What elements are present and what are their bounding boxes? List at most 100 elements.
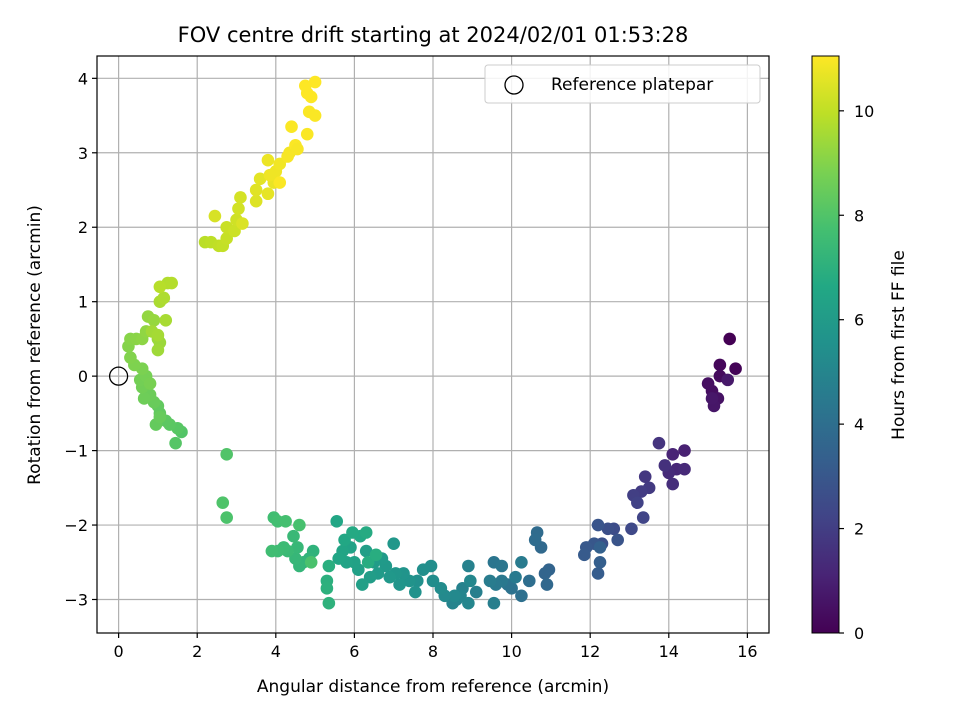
x-tick-label: 0 (114, 642, 124, 661)
colorbar (811, 55, 840, 634)
scatter-point (289, 552, 302, 565)
scatter-point (322, 596, 336, 610)
scatter-point (153, 410, 167, 424)
scatter-point (287, 529, 300, 543)
y-tick-label: 3 (78, 144, 88, 163)
scatter-point (426, 574, 440, 588)
scatter-point (383, 570, 397, 584)
x-tick-label: 6 (349, 642, 359, 661)
colorbar-tick-label: 6 (854, 311, 864, 330)
colorbar-tick-label: 4 (854, 415, 864, 434)
scatter-point (263, 168, 277, 182)
y-axis-label: Rotation from reference (arcmin) (25, 205, 45, 485)
scatter-point (611, 533, 625, 547)
x-axis-label: Angular distance from reference (arcmin) (257, 677, 609, 697)
scatter-point (448, 589, 461, 603)
scatter-point (261, 187, 275, 201)
x-tick-label: 16 (737, 642, 757, 661)
colorbar-label: Hours from first FF file (889, 250, 909, 440)
scatter-point (249, 194, 263, 208)
scatter-point (298, 79, 312, 93)
scatter-point (434, 582, 448, 595)
scatter-point (308, 75, 322, 89)
scatter-point (279, 515, 292, 528)
scatter-point (528, 533, 542, 547)
scatter-point (332, 552, 345, 565)
colorbar-tick-label: 0 (854, 624, 864, 643)
scatter-point (678, 444, 691, 457)
scatter-point (464, 574, 477, 588)
scatter-point (631, 496, 644, 510)
scatter-point (338, 533, 351, 547)
y-tick-label: 2 (78, 218, 88, 237)
scatter-point (625, 522, 638, 536)
scatter-point (322, 559, 336, 573)
scatter-point (273, 176, 287, 189)
scatter-point (487, 596, 501, 610)
scatter-point (393, 578, 406, 591)
scatter-point (515, 589, 528, 603)
scatter-point (153, 280, 167, 294)
y-axis-ticks: −3 −2 −1 0 1 2 3 4 (64, 69, 97, 609)
scatter-point (228, 224, 241, 238)
scatter-point (232, 202, 245, 215)
scatter-point (462, 559, 475, 573)
scatter-point (601, 522, 615, 536)
scatter-point (462, 596, 475, 610)
scatter-point (281, 150, 294, 163)
scatter-point (469, 585, 483, 599)
x-tick-label: 2 (192, 642, 202, 661)
scatter-point (291, 541, 304, 554)
scatter-point (363, 570, 377, 584)
scatter-point (273, 157, 287, 171)
scatter-point (369, 548, 383, 562)
scatter-point (638, 470, 652, 483)
scatter-point (723, 332, 737, 346)
scatter-point (124, 351, 137, 364)
legend-box (484, 64, 761, 104)
scatter-point (159, 314, 173, 327)
scatter-point (495, 559, 509, 573)
scatter-point (355, 578, 369, 591)
scatter-point (705, 392, 719, 405)
scatter-point (591, 518, 605, 532)
scatter-point (249, 183, 263, 197)
scatter-point (304, 555, 318, 569)
colorbar-ticks: 0 2 4 6 8 10 (839, 102, 874, 643)
scatter-point (147, 314, 161, 327)
scatter-point (509, 570, 522, 584)
scatter-point (387, 537, 401, 550)
scatter-point (169, 436, 182, 450)
scatter-point (285, 120, 298, 134)
data-points (122, 75, 742, 610)
scatter-point (416, 563, 430, 577)
scatter-point (359, 544, 373, 558)
scatter-point (220, 232, 233, 245)
scatter-point (300, 127, 314, 141)
scatter-point (143, 377, 157, 390)
scatter-point (165, 276, 178, 290)
y-tick-label: 0 (78, 367, 88, 386)
y-tick-label: 1 (78, 293, 88, 312)
y-tick-label: −2 (64, 516, 88, 535)
scatter-point (293, 518, 306, 532)
scatter-point (157, 291, 171, 305)
scatter-point (220, 448, 233, 461)
scatter-point (483, 574, 497, 588)
x-axis-ticks: 0 2 4 6 8 10 12 14 16 (114, 633, 758, 661)
legend-label: Reference platepar (551, 75, 713, 95)
x-tick-label: 8 (428, 642, 438, 661)
y-tick-label: −1 (64, 442, 88, 461)
grid-lines (97, 56, 769, 633)
scatter-point (636, 511, 650, 524)
x-tick-label: 10 (501, 642, 521, 661)
scatter-point (515, 555, 528, 569)
colorbar-tick-label: 8 (854, 206, 864, 225)
scatter-point (593, 541, 607, 554)
scatter-point (265, 544, 279, 558)
scatter-point (409, 585, 422, 599)
scatter-point (346, 526, 359, 539)
scatter-point (236, 217, 249, 230)
scatter-point (208, 209, 222, 223)
